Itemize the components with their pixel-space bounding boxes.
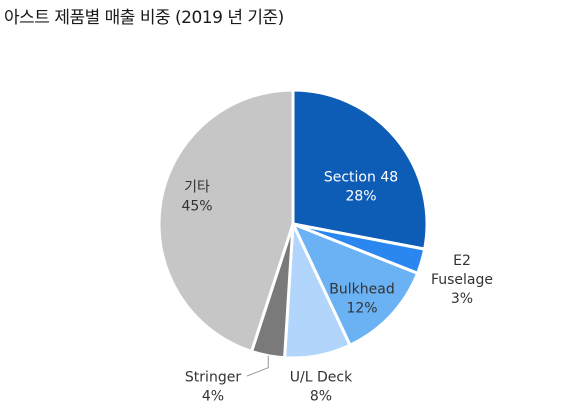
slice-label-4: U/L Deck 8% (290, 370, 353, 405)
slice-label-2: E2 Fuselage 3% (431, 253, 493, 307)
slice-label-5: Stringer 4% (185, 370, 241, 405)
slice-label-1: Section 48 28% (324, 170, 398, 205)
pie-slice-bulkhead (291, 222, 420, 347)
slice-label-3: Bulkhead 12% (329, 282, 394, 317)
leader-lines (246, 355, 269, 377)
pie-slice-section-48 (291, 88, 429, 251)
pie-slice-기타 (157, 88, 295, 353)
slice-label-6: 기타 45% (181, 180, 212, 215)
pie-slices (157, 88, 429, 360)
leader-line-stringer (246, 355, 269, 377)
slice-labels: Section 48 28% E2 Fuselage 3% Bulkhead 12% U/L … (181, 170, 493, 405)
chart-title: 아스트 제품별 매출 비중 (2019 년 기준) (4, 8, 284, 28)
